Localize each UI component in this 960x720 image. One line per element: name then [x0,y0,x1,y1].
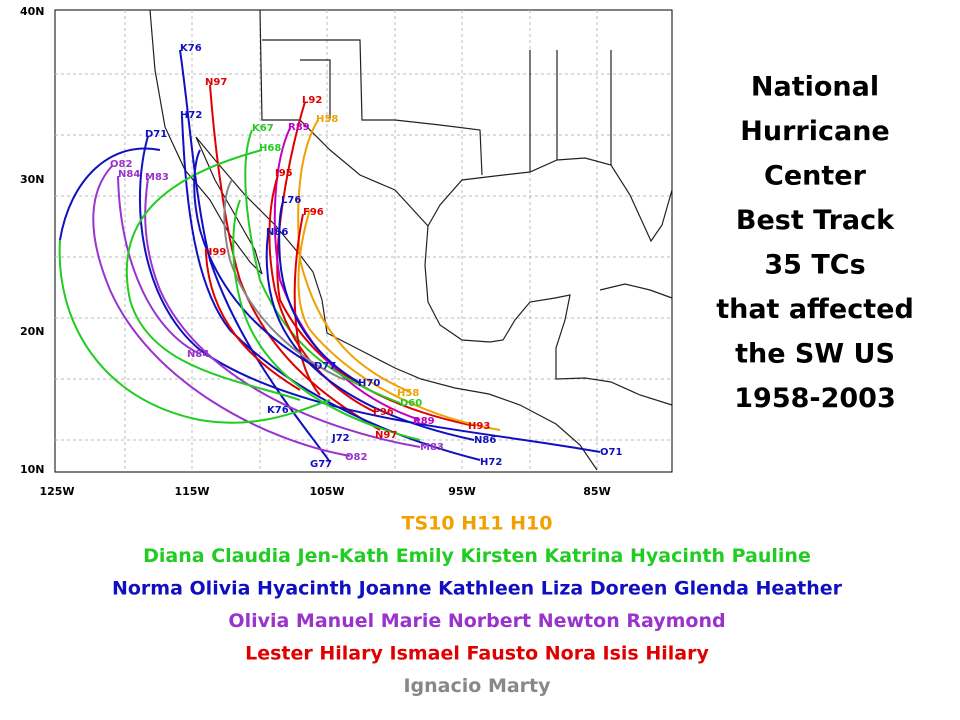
lat-label: 30N [20,173,45,186]
storm-track [138,135,601,453]
storm-track [125,149,301,401]
storm-track [58,239,331,424]
legend-line: Olivia Manuel Marie Norbert Newton Raymo… [228,610,725,632]
legend-line: Lester Hilary Ismael Fausto Nora Isis Hi… [245,643,709,665]
track-label: O82 [110,159,132,170]
legend-line: Diana Claudia Jen-Kath Emily Kirsten Kat… [143,545,811,567]
storm-track [193,149,315,367]
coastline [149,9,673,471]
track-label: D77 [314,361,336,372]
track-label: D60 [400,398,422,409]
track-label: H58 [397,388,419,399]
storm-track [268,174,376,413]
track-label: N86 [474,435,496,446]
title-line: National [751,72,879,103]
storm-track [59,147,161,241]
legend-line: Norma Olivia Hyacinth Joanne Kathleen Li… [112,578,843,600]
storm-track [117,175,201,355]
track-label: I95 [275,168,293,179]
track-label: H70 [358,378,380,389]
storm-track [244,129,401,404]
storm-track [265,233,475,441]
track-label: H72 [480,457,502,468]
track-label: L92 [302,95,322,106]
storm-tracks [58,49,601,463]
map-axes: 40N 30N 20N 10N 125W 115W 105W 95W 85W [20,5,611,498]
track-label: N84 [187,349,209,360]
track-label: H58 [316,114,338,125]
lon-label: 115W [174,485,209,498]
track-label: K67 [252,123,274,134]
lat-label: 10N [20,463,45,476]
lon-label: 125W [39,485,74,498]
lat-label: 20N [20,325,45,338]
track-label: R89 [288,122,310,133]
track-label: N97 [205,77,227,88]
lat-label: 40N [20,5,45,18]
track-label: H68 [259,143,281,154]
lon-label: 95W [448,485,475,498]
lon-label: 85W [583,485,610,498]
track-label: H93 [468,421,490,432]
title-line: Center [764,161,867,192]
track-label: D71 [145,129,167,140]
track-label: F96 [373,407,394,418]
storm-track [209,84,381,431]
legend-line: TS10 H11 H10 [402,513,553,535]
storm-track [179,49,331,463]
title-line: Best Track [736,205,895,236]
storm-track [297,209,501,431]
track-label: O82 [345,452,367,463]
storm-track [232,199,421,441]
track-label: K76 [267,405,289,416]
graticule [55,10,672,472]
track-label: N97 [375,430,397,441]
legend-line: Ignacio Marty [403,675,551,697]
track-label: N84 [118,169,140,180]
track-label: H99 [204,247,226,258]
legend: TS10 H11 H10 Diana Claudia Jen-Kath Emily… [112,513,843,698]
track-label: H72 [180,110,202,121]
title-line: the SW US [735,339,895,370]
track-label: R89 [413,416,435,427]
storm-track [92,165,351,457]
storm-track [273,127,421,421]
map-title: National Hurricane Center Best Track 35 TCs t… [716,72,914,415]
track-label: F96 [303,207,324,218]
storm-track [278,201,361,384]
track-label: L76 [281,195,301,206]
title-line: 35 TCs [764,250,865,281]
title-line: Hurricane [740,116,889,147]
storm-track [276,101,471,426]
title-line: that affected [716,294,914,325]
storm-track [205,253,301,391]
track-label: J72 [331,433,350,444]
track-label: G77 [310,459,332,470]
track-label: N86 [266,227,288,238]
track-label: M83 [420,442,444,453]
track-label: O71 [600,447,622,458]
lon-label: 105W [309,485,344,498]
track-label: M83 [145,172,169,183]
track-label: K76 [180,43,202,54]
title-line: 1958-2003 [734,383,896,414]
